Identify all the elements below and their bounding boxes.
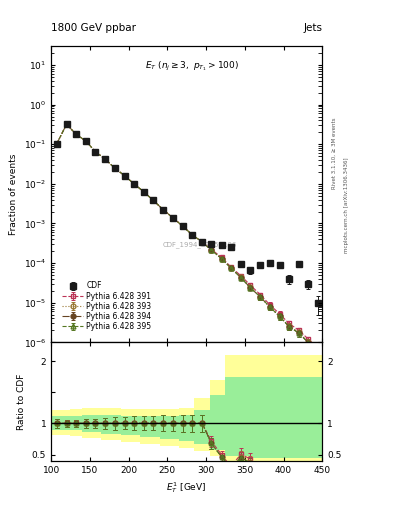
Legend: CDF, Pythia 6.428 391, Pythia 6.428 393, Pythia 6.428 394, Pythia 6.428 395: CDF, Pythia 6.428 391, Pythia 6.428 393,… [61,280,153,333]
Text: mcplots.cern.ch [arXiv:1306.3436]: mcplots.cern.ch [arXiv:1306.3436] [344,157,349,252]
Text: Rivet 3.1.10, ≥ 3M events: Rivet 3.1.10, ≥ 3M events [332,118,337,189]
Text: CDF_1994_S2952106: CDF_1994_S2952106 [163,241,237,248]
Y-axis label: Fraction of events: Fraction of events [9,154,18,235]
Y-axis label: Ratio to CDF: Ratio to CDF [17,373,26,430]
Text: $E_T\ (n_j \geq 3,\ p_{T_1}{>}100)$: $E_T\ (n_j \geq 3,\ p_{T_1}{>}100)$ [145,59,239,73]
Text: Jets: Jets [303,23,322,33]
Text: 1800 GeV ppbar: 1800 GeV ppbar [51,23,136,33]
X-axis label: $E_T^1$ [GeV]: $E_T^1$ [GeV] [167,480,207,495]
